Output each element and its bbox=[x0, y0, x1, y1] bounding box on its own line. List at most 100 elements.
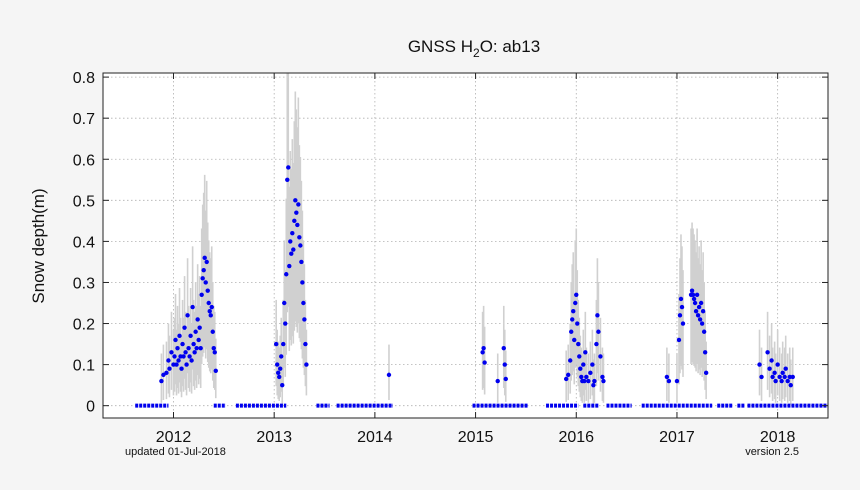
data-point bbox=[582, 378, 587, 384]
data-point bbox=[780, 370, 785, 376]
data-point bbox=[178, 354, 183, 359]
y-tick-label: 0.7 bbox=[73, 111, 95, 128]
data-point bbox=[676, 337, 682, 343]
data-point bbox=[188, 333, 193, 339]
y-tick-label: 0.2 bbox=[73, 317, 95, 334]
data-point bbox=[480, 350, 485, 355]
data-point bbox=[296, 202, 301, 207]
data-point bbox=[386, 372, 392, 378]
data-point bbox=[775, 362, 780, 367]
data-point bbox=[285, 177, 290, 182]
data-point bbox=[198, 345, 203, 351]
data-point bbox=[169, 350, 174, 355]
data-point bbox=[175, 345, 180, 351]
data-point bbox=[588, 370, 593, 376]
data-point bbox=[190, 304, 195, 310]
y-tick-label: 0.1 bbox=[73, 358, 95, 375]
data-point bbox=[173, 337, 178, 343]
data-point bbox=[697, 317, 703, 322]
data-point bbox=[177, 333, 182, 339]
data-point bbox=[292, 218, 297, 224]
data-point bbox=[690, 292, 696, 297]
data-point bbox=[291, 247, 296, 252]
data-point bbox=[302, 317, 307, 322]
data-point bbox=[282, 300, 287, 306]
data-point bbox=[767, 366, 772, 371]
data-point bbox=[702, 350, 708, 355]
data-point bbox=[481, 345, 486, 351]
data-point bbox=[171, 362, 176, 367]
y-tick-label: 0.8 bbox=[73, 70, 95, 87]
data-point bbox=[212, 350, 217, 355]
data-point bbox=[578, 366, 583, 371]
data-point bbox=[664, 374, 670, 380]
data-point bbox=[594, 341, 599, 347]
data-point bbox=[790, 374, 795, 380]
plot-frame bbox=[102, 72, 829, 419]
snow-depth-points bbox=[159, 165, 795, 388]
data-point bbox=[192, 350, 197, 355]
data-point bbox=[278, 366, 283, 371]
data-point bbox=[206, 300, 211, 306]
data-point bbox=[788, 382, 793, 388]
data-point bbox=[184, 362, 189, 367]
data-point bbox=[699, 321, 705, 326]
data-point bbox=[167, 366, 172, 371]
data-point bbox=[213, 368, 218, 373]
data-point bbox=[495, 378, 500, 384]
data-point bbox=[186, 345, 191, 351]
data-point bbox=[693, 309, 699, 314]
data-point bbox=[680, 321, 686, 326]
data-point bbox=[574, 292, 579, 297]
data-point bbox=[570, 317, 575, 322]
data-point bbox=[779, 378, 784, 384]
data-point bbox=[777, 374, 782, 380]
data-point bbox=[301, 300, 306, 306]
data-point bbox=[695, 313, 701, 318]
data-point bbox=[583, 350, 588, 355]
x-axis: 2012 2013 2014 2015 2016 2017 2018 bbox=[156, 73, 796, 446]
data-point bbox=[579, 374, 584, 380]
data-point bbox=[677, 313, 683, 318]
x-tick-label: 2015 bbox=[458, 429, 494, 446]
data-point bbox=[568, 358, 573, 363]
data-point bbox=[701, 329, 707, 334]
version-note: version 2.5 bbox=[745, 446, 799, 458]
data-point bbox=[765, 350, 770, 355]
data-point bbox=[566, 372, 571, 378]
data-point bbox=[166, 358, 171, 363]
x-tick-label: 2012 bbox=[156, 429, 192, 446]
data-point bbox=[482, 360, 487, 365]
data-point bbox=[204, 259, 209, 265]
data-point bbox=[284, 272, 289, 277]
data-point bbox=[694, 292, 700, 297]
data-point bbox=[209, 304, 214, 310]
data-point bbox=[290, 230, 295, 236]
data-point bbox=[183, 350, 188, 355]
data-point bbox=[304, 362, 309, 367]
data-point bbox=[572, 337, 577, 343]
data-point bbox=[600, 374, 605, 380]
data-point bbox=[200, 276, 205, 281]
data-point bbox=[584, 374, 589, 380]
data-point bbox=[295, 222, 300, 228]
data-point bbox=[279, 354, 284, 359]
data-point bbox=[759, 374, 764, 380]
chart-title: GNSS H2O: ab13 bbox=[408, 37, 540, 60]
data-point bbox=[666, 378, 672, 384]
y-tick-label: 0 bbox=[86, 399, 95, 416]
data-point bbox=[595, 313, 600, 318]
data-point bbox=[569, 329, 574, 334]
data-point bbox=[592, 378, 597, 384]
data-point bbox=[297, 235, 302, 240]
data-point bbox=[674, 378, 680, 384]
data-point bbox=[769, 358, 774, 363]
updated-note: updated 01-Jul-2018 bbox=[125, 446, 226, 458]
data-point bbox=[689, 288, 695, 293]
data-point bbox=[700, 309, 706, 314]
data-point bbox=[787, 374, 792, 380]
y-tick-label: 0.5 bbox=[73, 193, 95, 210]
data-point bbox=[300, 280, 305, 285]
data-point bbox=[185, 313, 190, 318]
